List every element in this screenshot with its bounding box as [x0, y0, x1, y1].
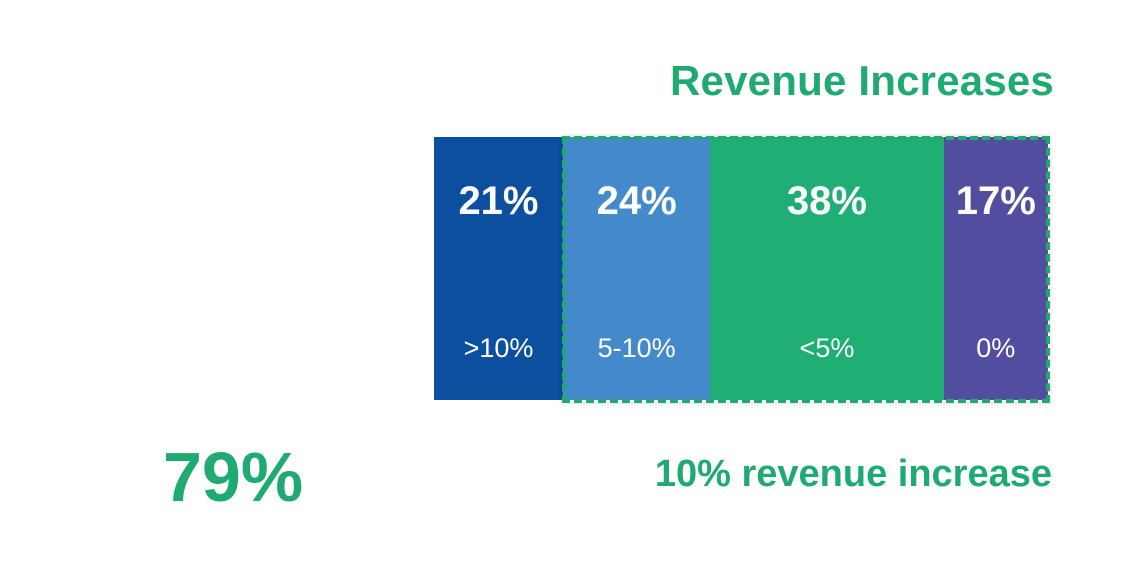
chart-title: Revenue Increases: [670, 57, 1054, 104]
highlight-total-percentage: 79%: [163, 438, 304, 516]
segment-category-label: 0%: [976, 333, 1016, 363]
stacked-bar: 21% >10% 24% 5-10% 38% <5% 17% 0%: [434, 137, 1048, 400]
highlight-caption: 10% revenue increase: [654, 453, 1052, 495]
bar-segment-3: 38% <5%: [710, 137, 944, 400]
segment-value-label: 17%: [955, 179, 1036, 223]
segment-value-label: 21%: [458, 179, 539, 223]
segment-category-label: >10%: [463, 333, 534, 363]
bar-segment-4: 17% 0%: [943, 137, 1048, 400]
bar-segment-2: 24% 5-10%: [562, 137, 711, 400]
segment-category-label: <5%: [799, 333, 855, 363]
segment-category-label: 5-10%: [597, 333, 676, 363]
bar-segment-1: 21% >10%: [434, 137, 563, 400]
segment-value-label: 38%: [786, 179, 867, 223]
segment-value-label: 24%: [596, 179, 677, 223]
